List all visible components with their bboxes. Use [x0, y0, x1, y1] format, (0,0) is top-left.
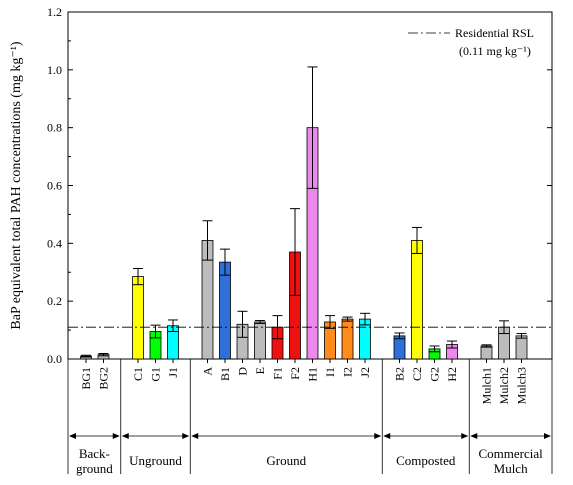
bars	[80, 66, 528, 360]
x-tick-label-d: D	[236, 367, 250, 376]
x-tick-label-c2: C2	[410, 367, 424, 381]
group-label: Unground	[129, 453, 182, 468]
x-tick-label-b2: B2	[393, 367, 407, 381]
bar-b2	[393, 335, 406, 360]
group-label: ground	[76, 461, 113, 476]
bar-c2	[411, 240, 423, 360]
x-tick-label-j1: J1	[166, 367, 180, 378]
reference-line: Residential RSL (0.11 mg kg⁻¹)	[68, 26, 552, 328]
arrowhead-right	[374, 433, 382, 439]
x-tick-label-i1: I1	[323, 367, 337, 377]
y-tick-label: 0.4	[47, 236, 62, 250]
y-tick-label: 1.0	[47, 63, 62, 77]
x-tick-label-h2: H2	[445, 367, 459, 382]
arrowhead-left	[470, 433, 478, 439]
bar-b1	[219, 261, 231, 360]
x-tick-label-mulch1: Mulch1	[480, 367, 494, 404]
x-tick-label-i2: I2	[341, 367, 355, 377]
axes: 0.0 0.2 0.4 0.6 0.8 1.0 1.2 BaP equivalent tota…	[9, 5, 553, 366]
group-label: Composted	[396, 453, 456, 468]
y-tick-label: 0.2	[47, 294, 62, 308]
group-label: Back-	[79, 446, 110, 461]
y-tick-label: 1.2	[47, 5, 62, 19]
arrowhead-right	[461, 433, 469, 439]
bar-c1	[132, 276, 144, 360]
group-label: Ground	[266, 453, 306, 468]
x-tick-label-f1: F1	[271, 367, 285, 380]
y-tick-label: 0.6	[47, 179, 62, 193]
x-tick-label-g2: G2	[428, 367, 442, 382]
x-tick-label-bg2: BG2	[97, 367, 111, 390]
x-tick-label-b1: B1	[218, 367, 232, 381]
y-tick-label: 0.8	[47, 121, 62, 135]
x-tick-label-bg1: BG1	[79, 367, 93, 390]
group-label: Commercial	[478, 446, 543, 461]
group-brackets: Back-ground Unground Ground Composted Commer…	[67, 359, 553, 476]
x-tick-label-mulch2: Mulch2	[497, 367, 511, 404]
arrowhead-right	[544, 433, 551, 439]
y-axis-label: BaP equivalent total PAH concentrations …	[9, 41, 24, 330]
bar-mulch1	[480, 345, 493, 360]
x-tick-label-mulch3: Mulch3	[515, 367, 529, 404]
x-tick-label-h1: H1	[306, 367, 320, 382]
legend-sublabel: (0.11 mg kg⁻¹)	[459, 44, 531, 58]
x-tick-label-f2: F2	[288, 367, 302, 380]
bar-mulch3	[515, 335, 528, 360]
x-tick-label-a: A	[201, 367, 215, 376]
legend-label: Residential RSL	[455, 26, 534, 40]
x-tick-labels: BG1 BG2 C1 G1 J1 A B1 D E F1 F2 H1 I1 I2 J2 B2 C2 G2 H2 Mul…	[79, 359, 529, 404]
arrowhead-left	[383, 433, 391, 439]
x-tick-label-e: E	[253, 367, 267, 374]
x-tick-label-g1: G1	[149, 367, 163, 382]
arrowhead-left	[69, 433, 76, 439]
x-tick-label-j2: J2	[358, 367, 372, 378]
x-tick-label-c1: C1	[131, 367, 145, 381]
y-tick-label: 0.0	[47, 352, 62, 366]
arrowhead-right	[182, 433, 190, 439]
arrowhead-right	[112, 433, 120, 439]
arrowhead-left	[191, 433, 199, 439]
arrowhead-left	[121, 433, 129, 439]
group-label: Mulch	[494, 461, 528, 476]
bar-i2	[341, 318, 354, 360]
